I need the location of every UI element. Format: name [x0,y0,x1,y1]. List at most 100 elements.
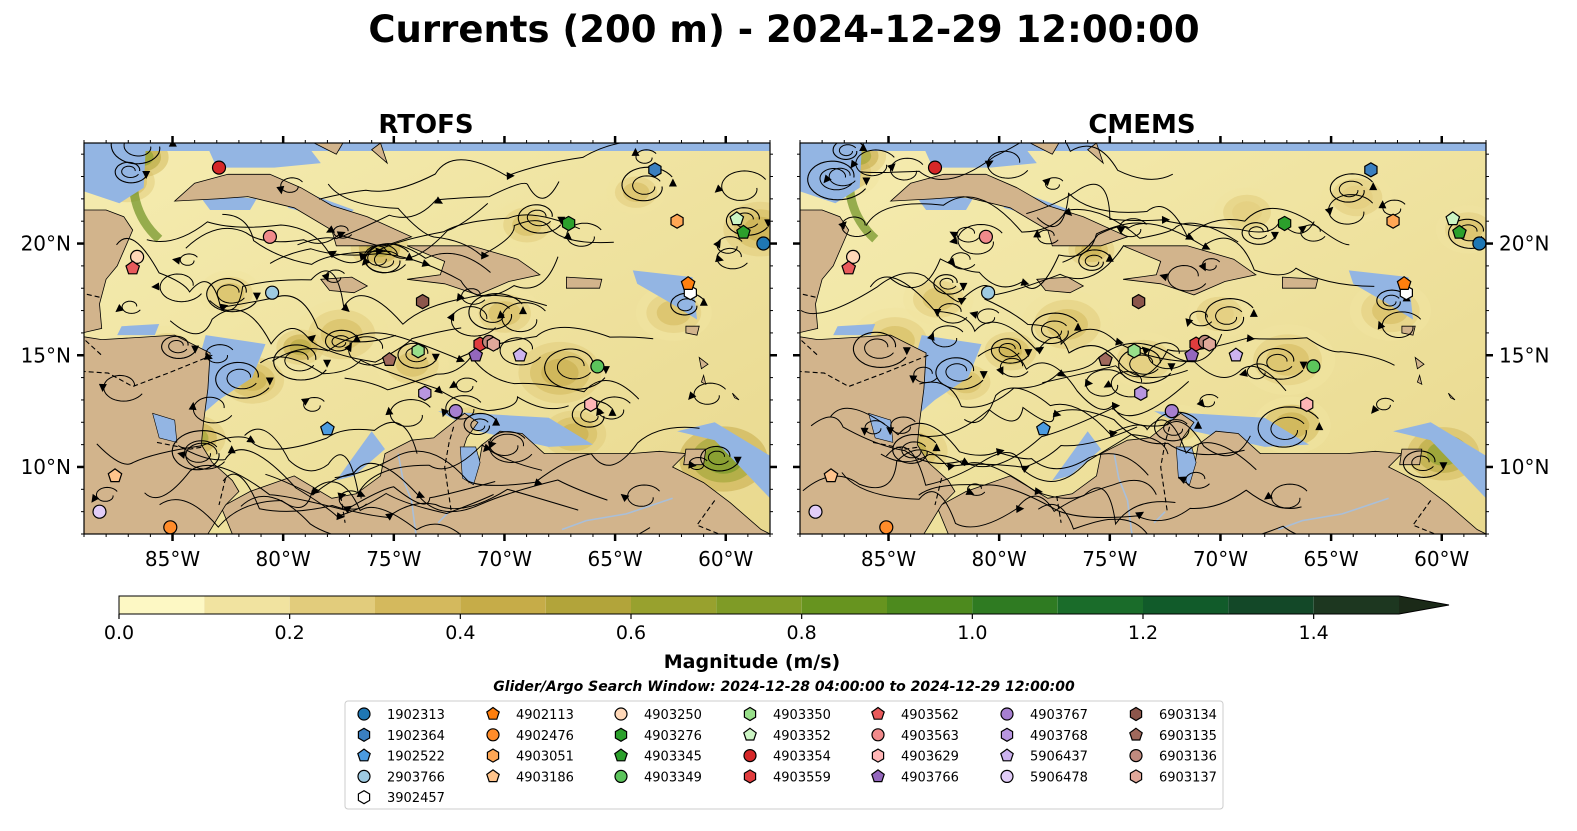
streamline [146,221,491,273]
streamline-arrow [1034,128,1042,136]
streamline-arrow [733,456,742,465]
streamline-arrow [1116,226,1126,235]
land-polygon [173,173,413,247]
legend-label: 4902113 [516,708,574,723]
legend-marker-4903051 [486,748,500,763]
streamline-arrow [1034,487,1043,496]
streamline-arrow [1074,322,1082,331]
country-border [800,354,929,388]
shelf-region [632,270,697,320]
streamline-arrow [1052,409,1062,418]
streamline-arrow [596,408,605,416]
streamline [677,298,696,312]
streamline [869,276,1188,378]
legend-marker-5906437 [1000,748,1014,762]
streamline [945,363,973,382]
streamline [1248,226,1268,240]
streamline [1189,310,1213,327]
streamline-arrow [932,443,941,452]
float-marker-5906478 [92,504,107,519]
current-patch [395,352,429,377]
river [561,497,673,531]
streamline [1036,192,1350,246]
legend-marker-4903768 [1000,727,1014,742]
streamline [161,335,196,359]
streamline [144,464,496,511]
legend-entry: 4903629 [871,748,959,765]
streamline [987,150,1029,179]
streamline [1448,218,1486,249]
shelf-region [117,324,160,336]
land-polygon [1029,143,1060,155]
streamline [557,356,592,380]
streamline [269,248,559,297]
river [1113,453,1133,534]
current-patch [488,301,522,326]
legend-label: 4902476 [516,729,574,744]
streamlines [800,128,1497,534]
streamline-arrow [115,304,125,313]
streamline [517,204,562,234]
streamline-arrow [1378,200,1387,209]
streamline [179,253,198,266]
streamline [939,277,957,290]
float-marker-2903766 [980,285,996,300]
streamline-arrow [431,353,440,362]
streamline-arrow [344,343,352,353]
streamline [215,361,270,399]
float-marker-1902313 [1472,236,1486,251]
colorbar-label: Magnitude (m/s) [664,651,841,673]
colorbar-tick-label: 0.2 [275,622,305,644]
colorbar-extend-arrow [1399,596,1449,614]
land-polygon [683,448,707,466]
legend-marker-4903349 [614,769,628,784]
search-window-text: Glider/Argo Search Window: 2024-12-28 04… [493,679,1075,695]
float-marker-5906478 [808,504,823,519]
shelf-region [912,335,982,414]
colorbar-tick-label: 1.0 [957,622,987,644]
lon-tick-label: 85°W [145,547,200,571]
streamline [159,481,461,534]
colorbar-bin [887,596,973,614]
streamline-arrow [1167,363,1176,372]
legend-marker-4903629 [871,748,885,763]
legend-entry: 6903137 [1129,769,1217,785]
legend-marker-4903350 [743,706,757,722]
streamline-arrow [1489,232,1497,240]
streamline [828,167,856,187]
streamline [501,302,546,333]
land-polygon [249,143,276,144]
streamline [121,300,141,314]
streamline [470,418,489,431]
streamline-arrow [1201,242,1211,250]
legend-entry: 1902364 [357,727,445,744]
float-marker-5906437 [512,347,528,362]
streamline [956,226,980,243]
streamline [802,426,1138,492]
streamline [819,168,853,191]
streamline [259,356,569,412]
float-marker-4903766 [468,347,484,362]
land-mass [84,143,770,534]
legend-marker-4903559 [743,769,757,784]
legend-label: 4903563 [901,729,959,744]
lake [152,412,178,443]
streamline [721,170,767,201]
legend-label: 6903137 [1159,770,1217,785]
panel-title-cmems: CMEMS [1088,110,1195,140]
streamline [830,407,1149,476]
legend-label: 4903352 [773,729,831,744]
float-marker-4902476 [879,520,894,534]
streamline-arrow [949,231,959,239]
streamline-arrow [996,366,1004,376]
streamline-arrow [1371,405,1380,414]
legend-marker-4903563 [871,728,885,742]
legend-marker-6903136 [1129,748,1143,763]
streamline-arrow [715,254,724,263]
streamline-arrow [252,292,261,301]
streamline [1246,363,1270,380]
land-polygon [1122,245,1257,296]
streamline-arrow [492,417,501,426]
streamline-arrow [1161,215,1170,224]
streamline-arrow [265,377,274,386]
